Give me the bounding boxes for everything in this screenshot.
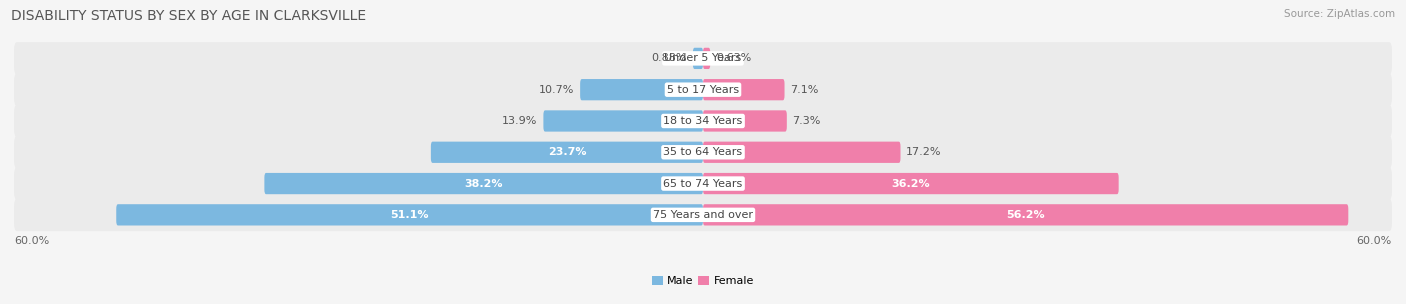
FancyBboxPatch shape [430, 142, 703, 163]
FancyBboxPatch shape [14, 42, 1392, 75]
FancyBboxPatch shape [703, 79, 785, 100]
FancyBboxPatch shape [14, 167, 1392, 200]
FancyBboxPatch shape [264, 173, 703, 194]
FancyBboxPatch shape [703, 110, 787, 132]
Legend: Male, Female: Male, Female [647, 271, 759, 291]
FancyBboxPatch shape [14, 105, 1392, 137]
FancyBboxPatch shape [581, 79, 703, 100]
Text: 7.1%: 7.1% [790, 85, 818, 95]
Text: Under 5 Years: Under 5 Years [665, 54, 741, 64]
Text: 5 to 17 Years: 5 to 17 Years [666, 85, 740, 95]
FancyBboxPatch shape [703, 204, 1348, 226]
Text: 65 to 74 Years: 65 to 74 Years [664, 178, 742, 188]
Text: 35 to 64 Years: 35 to 64 Years [664, 147, 742, 157]
Text: DISABILITY STATUS BY SEX BY AGE IN CLARKSVILLE: DISABILITY STATUS BY SEX BY AGE IN CLARK… [11, 9, 367, 23]
Text: 60.0%: 60.0% [1357, 237, 1392, 247]
FancyBboxPatch shape [703, 142, 900, 163]
Text: 56.2%: 56.2% [1007, 210, 1045, 220]
FancyBboxPatch shape [14, 199, 1392, 231]
Text: Source: ZipAtlas.com: Source: ZipAtlas.com [1284, 9, 1395, 19]
Text: 13.9%: 13.9% [502, 116, 537, 126]
Text: 60.0%: 60.0% [14, 237, 49, 247]
FancyBboxPatch shape [14, 73, 1392, 106]
Text: 0.63%: 0.63% [716, 54, 751, 64]
FancyBboxPatch shape [543, 110, 703, 132]
FancyBboxPatch shape [693, 48, 703, 69]
Text: 23.7%: 23.7% [548, 147, 586, 157]
Text: 18 to 34 Years: 18 to 34 Years [664, 116, 742, 126]
Text: 7.3%: 7.3% [793, 116, 821, 126]
Text: 36.2%: 36.2% [891, 178, 931, 188]
Text: 0.88%: 0.88% [651, 54, 688, 64]
FancyBboxPatch shape [703, 173, 1119, 194]
FancyBboxPatch shape [703, 48, 710, 69]
Text: 75 Years and over: 75 Years and over [652, 210, 754, 220]
FancyBboxPatch shape [117, 204, 703, 226]
Text: 10.7%: 10.7% [538, 85, 575, 95]
Text: 17.2%: 17.2% [907, 147, 942, 157]
Text: 38.2%: 38.2% [464, 178, 503, 188]
Text: 51.1%: 51.1% [391, 210, 429, 220]
FancyBboxPatch shape [14, 136, 1392, 168]
